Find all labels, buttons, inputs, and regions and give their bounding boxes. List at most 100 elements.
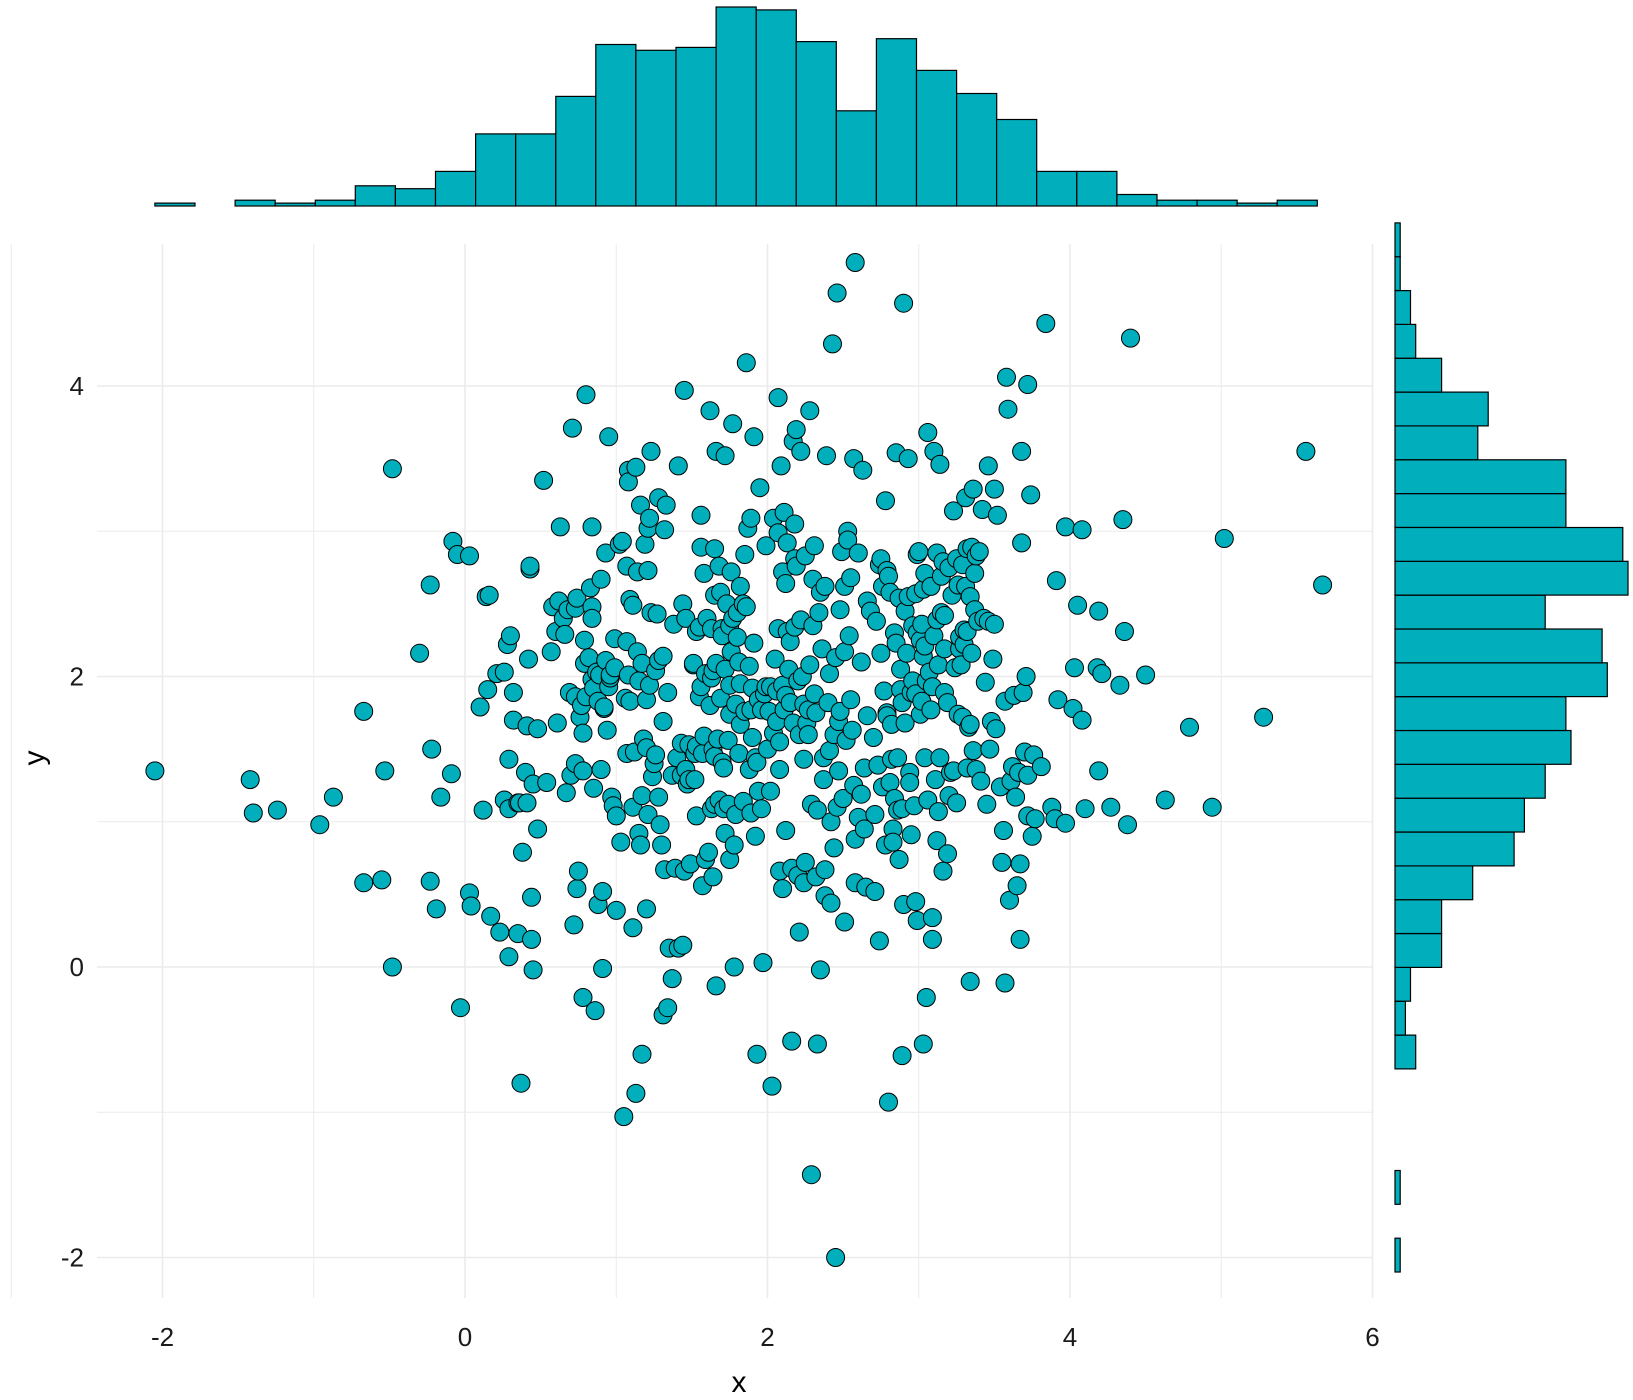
scatter-point [848,543,868,563]
scatter-point [823,334,842,354]
scatter-point [267,800,287,820]
scatter-point [938,844,957,864]
x-histogram-bar [154,202,196,207]
scatter-point [879,1092,898,1112]
scatter-point [869,931,889,951]
scatter-point [888,748,908,768]
scatter-point [741,508,761,528]
scatter-point [987,505,1007,525]
scatter-point [1092,664,1112,684]
scatter-point [655,520,675,540]
scatter-point [576,385,596,405]
x-tick-label: 2 [760,1322,774,1352]
x-histogram-bar [875,38,918,207]
scatter-point [1046,571,1066,591]
scatter-point [879,566,898,586]
y-histogram-bar [1394,256,1401,292]
scatter-point [978,456,998,476]
x-histogram-bar [475,133,517,207]
scatter-point [564,915,584,935]
scatter-point [930,454,950,474]
scatter-point [640,508,659,528]
y-histogram-bar [1394,290,1412,326]
scatter-point [851,652,871,672]
y-histogram-bar [1394,357,1443,393]
scatter-point [909,542,929,562]
scatter-point [830,600,850,620]
scatter-point [798,725,818,745]
scatter-point [815,576,835,596]
scatter-point [963,479,983,499]
scatter-point [1110,675,1130,695]
scatter-point [944,501,963,521]
scatter-point [730,576,750,596]
scatter-point [753,953,773,973]
scatter-point [992,852,1012,872]
scatter-point [1136,665,1156,685]
scatter-point [612,531,632,551]
scatter-point [715,446,735,466]
x-tick-label: -2 [151,1322,174,1352]
scatter-point [789,922,809,942]
scatter-point [650,815,670,835]
scatter-point [897,643,917,663]
y-histogram-bar [1394,865,1474,901]
scatter-point [522,887,541,907]
scatter-point [918,423,938,442]
scatter-point [547,713,567,733]
scatter-point [555,624,575,644]
scatter-point [894,293,914,313]
scatter-point [541,642,561,662]
scatter-point [522,929,541,949]
scatter-point [866,611,886,631]
scatter-point [770,760,790,779]
scatter-point [1101,797,1121,817]
scatter-point [481,906,501,926]
scatter-point [523,960,543,980]
scatter-point [479,585,499,605]
scatter-point [614,1107,634,1127]
scatter-point [971,771,991,791]
x-histogram-bar [555,95,597,207]
y-tick-label: 2 [70,662,84,692]
scatter-point [1021,485,1041,505]
scatter-point [995,973,1015,993]
scatter-point [804,536,824,556]
scatter-point [499,749,519,769]
scatter-point [528,819,548,839]
scatter-point [975,672,995,692]
scatter-point [960,714,980,734]
scatter-point [1072,710,1092,730]
scatter-point [928,802,948,822]
x-histogram-bar [915,69,958,207]
scatter-point [1012,441,1032,461]
scatter-point [727,627,747,647]
scatter-point [762,1076,782,1096]
y-histogram-bar [1394,662,1608,698]
scatter-point [575,630,594,650]
scatter-point [573,761,593,781]
y-histogram-bar [1394,899,1443,935]
scatter-point [777,533,797,553]
y-histogram-bar [1394,696,1567,732]
scatter-point [1056,517,1075,537]
scatter-point [584,778,604,798]
scatter-point [593,959,613,978]
scatter-point [835,912,855,932]
scatter-point [460,546,479,566]
scatter-point [674,380,694,400]
scatter-point [685,770,705,790]
scatter-point [1068,595,1088,615]
scatter-point [922,908,942,928]
scatter-point [735,545,755,564]
scatter-point [744,633,764,653]
y-histogram-bar [1394,797,1525,833]
scatter-point [534,470,554,490]
scatter-point [567,588,587,608]
scatter-point [770,732,790,752]
scatter-point [470,697,490,717]
scatter-point [461,896,481,916]
scatter-point [420,871,440,891]
y-histogram-bar [1394,526,1624,562]
scatter-point [714,758,734,778]
